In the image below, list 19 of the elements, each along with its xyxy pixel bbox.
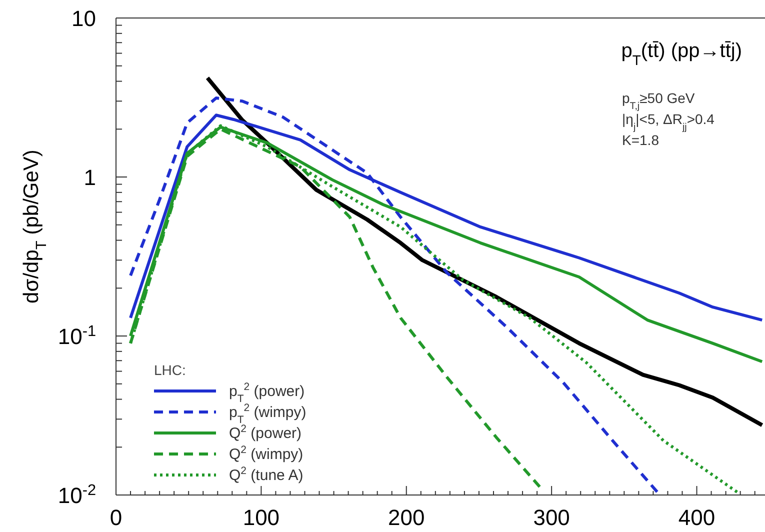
x-tick-label: 400 xyxy=(678,505,716,530)
x-tick-label: 200 xyxy=(388,505,425,530)
x-tick-label: 300 xyxy=(533,505,570,530)
y-tick-label: 10$^{-1}$ xyxy=(58,322,96,349)
text: p$_{T}$(tt̄) (pp→tt̄j) xyxy=(621,40,742,68)
legend-label: Q$^{2}$ (power) xyxy=(229,423,302,442)
x-tick-label: 0 xyxy=(110,505,122,530)
legend-label: p$_{T}$$^{2}$ (wimpy) xyxy=(229,402,306,426)
annotation: p$_{T,j}$≥50 GeV xyxy=(622,90,696,112)
legend-label: p$_{T}$$^{2}$ (power) xyxy=(229,381,305,405)
legend-label: Q$^{2}$ (tune A) xyxy=(229,465,304,484)
y-tick-label: 10 xyxy=(72,6,96,31)
annotation: |η$_{j}$|<5, ΔR$_{jj}$>0.4 xyxy=(622,111,715,132)
annotation: K=1.8 xyxy=(622,132,660,148)
x-tick-label: 100 xyxy=(242,505,280,530)
y-tick-label: 10$^{-2}$ xyxy=(58,482,96,508)
y-tick-label: 1 xyxy=(84,165,96,190)
legend-title: LHC: xyxy=(154,362,186,378)
legend-label: Q$^{2}$ (wimpy) xyxy=(229,444,304,463)
